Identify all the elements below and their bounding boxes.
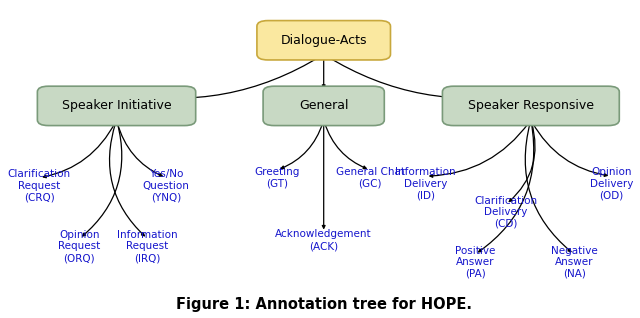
- Text: Clarification
Delivery
(CD): Clarification Delivery (CD): [475, 196, 538, 229]
- Text: Dialogue-Acts: Dialogue-Acts: [280, 34, 367, 47]
- Text: Information
Request
(IRQ): Information Request (IRQ): [117, 230, 178, 263]
- Text: Information
Delivery
(ID): Information Delivery (ID): [396, 167, 456, 201]
- Text: Opinion
Request
(ORQ): Opinion Request (ORQ): [58, 230, 100, 263]
- Text: Opinion
Delivery
(OD): Opinion Delivery (OD): [589, 167, 633, 201]
- Text: General: General: [299, 100, 348, 112]
- Text: Yes/No
Question
(YNQ): Yes/No Question (YNQ): [143, 169, 189, 202]
- FancyBboxPatch shape: [257, 21, 390, 60]
- Text: Positive
Answer
(PA): Positive Answer (PA): [455, 245, 495, 279]
- FancyBboxPatch shape: [442, 86, 620, 126]
- FancyBboxPatch shape: [37, 86, 196, 126]
- Text: General Chat
(GC): General Chat (GC): [335, 167, 404, 189]
- Text: Greeting
(GT): Greeting (GT): [255, 167, 300, 189]
- Text: Figure 1: Annotation tree for HOPE.: Figure 1: Annotation tree for HOPE.: [176, 297, 472, 312]
- Text: Clarification
Request
(CRQ): Clarification Request (CRQ): [8, 169, 71, 202]
- Text: Speaker Responsive: Speaker Responsive: [468, 100, 594, 112]
- Text: Speaker Initiative: Speaker Initiative: [61, 100, 172, 112]
- Text: Acknowledgement
(ACK): Acknowledgement (ACK): [275, 229, 372, 251]
- Text: Negative
Answer
(NA): Negative Answer (NA): [551, 245, 598, 279]
- FancyBboxPatch shape: [263, 86, 384, 126]
